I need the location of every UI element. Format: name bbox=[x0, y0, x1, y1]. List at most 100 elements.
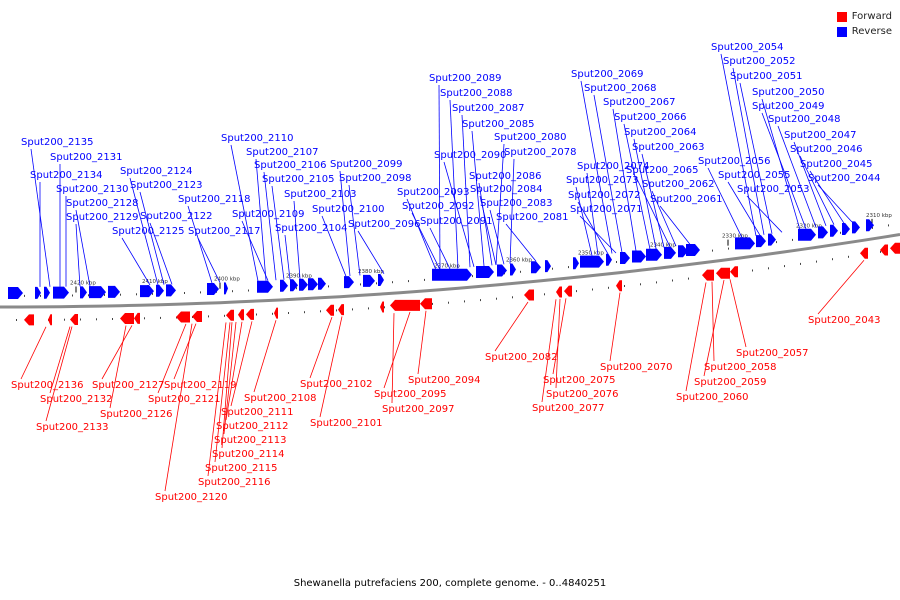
gene-label: Sput200_2096 bbox=[348, 219, 421, 230]
minor-tick-upper bbox=[472, 275, 473, 278]
minor-tick-lower bbox=[752, 269, 753, 272]
reverse-gene-arrow bbox=[678, 245, 688, 258]
gene-label: Sput200_2089 bbox=[429, 73, 502, 84]
forward-gene-arrow bbox=[730, 266, 738, 278]
forward-gene-arrow bbox=[326, 304, 334, 316]
minor-tick-lower bbox=[64, 318, 65, 321]
reverse-gene-arrow bbox=[798, 228, 816, 241]
gene-label: Sput200_2056 bbox=[698, 156, 771, 167]
reverse-gene-arrow bbox=[646, 248, 662, 261]
gene-label: Sput200_2061 bbox=[650, 194, 723, 205]
tick-label: 2420 kbp bbox=[70, 281, 96, 287]
forward-gene-arrow bbox=[524, 289, 534, 301]
gene-label: Sput200_2115 bbox=[205, 463, 278, 474]
gene-label: Sput200_2076 bbox=[546, 389, 619, 400]
gene-label: Sput200_2093 bbox=[397, 187, 470, 198]
gene-label: Sput200_2129 bbox=[66, 212, 139, 223]
gene-label: Sput200_2116 bbox=[198, 477, 271, 488]
tick-label: 2410 kbp bbox=[142, 279, 168, 285]
minor-tick-lower bbox=[832, 258, 833, 261]
leader-line bbox=[263, 171, 277, 281]
leader-line bbox=[214, 322, 231, 463]
leader-line bbox=[429, 227, 451, 270]
minor-tick-lower bbox=[272, 312, 273, 315]
reverse-gene-arrow bbox=[80, 286, 87, 299]
minor-tick-upper bbox=[712, 249, 713, 252]
minor-tick-upper bbox=[392, 281, 393, 284]
gene-label: Sput200_2111 bbox=[221, 407, 294, 418]
leader-line bbox=[75, 223, 81, 287]
reverse-gene-arrow bbox=[257, 280, 273, 293]
minor-tick-lower bbox=[96, 318, 97, 321]
minor-tick-upper bbox=[376, 282, 377, 285]
gene-label: Sput200_2059 bbox=[694, 377, 767, 388]
gene-label: Sput200_2091 bbox=[420, 216, 493, 227]
leader-line bbox=[241, 220, 269, 281]
gene-label: Sput200_2074 bbox=[577, 161, 650, 172]
reverse-gene-arrow bbox=[53, 286, 69, 299]
minor-tick-lower bbox=[576, 290, 577, 293]
minor-tick-lower bbox=[144, 317, 145, 320]
reverse-gene-arrow bbox=[818, 226, 828, 239]
gene-label: Sput200_2049 bbox=[752, 101, 825, 112]
legend-reverse-label: Reverse bbox=[851, 26, 892, 37]
forward-swatch bbox=[836, 11, 847, 22]
leader-line bbox=[761, 98, 801, 230]
leader-line bbox=[494, 301, 529, 352]
gene-label: Sput200_2069 bbox=[571, 69, 644, 80]
leader-line bbox=[623, 123, 651, 250]
gene-label: Sput200_2063 bbox=[632, 142, 705, 153]
forward-gene-arrow bbox=[390, 299, 420, 311]
forward-gene-arrow bbox=[48, 314, 52, 326]
forward-gene-arrow bbox=[120, 313, 134, 325]
tick-label: 2380 kbp bbox=[358, 269, 384, 275]
legend: Forward Reverse bbox=[836, 9, 892, 39]
leader-line bbox=[471, 130, 485, 267]
reverse-gene-arrow bbox=[224, 282, 228, 295]
minor-tick-lower bbox=[16, 319, 17, 321]
leader-line bbox=[271, 185, 285, 280]
leader-line bbox=[633, 138, 657, 249]
gene-label: Sput200_2070 bbox=[600, 362, 673, 373]
leader-line bbox=[489, 209, 505, 265]
minor-tick-lower bbox=[384, 306, 385, 309]
leader-line bbox=[417, 310, 427, 375]
reverse-gene-arrow bbox=[44, 286, 50, 299]
forward-gene-arrow bbox=[176, 311, 190, 323]
leader-line bbox=[635, 176, 671, 247]
forward-gene-arrow bbox=[338, 304, 344, 316]
gene-label: Sput200_2082 bbox=[485, 352, 558, 363]
minor-tick-lower bbox=[160, 316, 161, 319]
tick-label: 2390 kbp bbox=[286, 273, 312, 279]
leader-line bbox=[339, 170, 351, 277]
gene-label: Sput200_2066 bbox=[614, 112, 687, 123]
gene-label: Sput200_2057 bbox=[736, 348, 809, 359]
map-caption: Shewanella putrefaciens 200, complete ge… bbox=[293, 578, 607, 589]
minor-tick-lower bbox=[640, 283, 641, 286]
minor-tick-upper bbox=[520, 270, 521, 273]
leader-line bbox=[406, 198, 437, 271]
leader-line bbox=[685, 282, 707, 392]
leader-line bbox=[121, 237, 151, 286]
leader-line bbox=[45, 326, 73, 422]
leader-line bbox=[109, 325, 127, 409]
reverse-gene-arrow bbox=[573, 257, 579, 270]
gene-label: Sput200_2073 bbox=[566, 175, 639, 186]
forward-gene-arrow bbox=[246, 308, 254, 320]
forward-gene-arrow bbox=[192, 311, 202, 323]
label-leader-lines bbox=[20, 53, 865, 492]
leader-line bbox=[221, 322, 233, 449]
leader-line bbox=[777, 125, 817, 228]
minor-tick-lower bbox=[496, 297, 497, 300]
minor-tick-lower bbox=[784, 265, 785, 268]
minor-tick-lower bbox=[512, 296, 513, 299]
leader-line bbox=[284, 234, 291, 280]
leader-line bbox=[707, 167, 743, 238]
gene-label: Sput200_2098 bbox=[339, 173, 412, 184]
gene-label: Sput200_2103 bbox=[284, 189, 357, 200]
leader-line bbox=[223, 321, 237, 435]
minor-tick-upper bbox=[40, 294, 41, 297]
gene-label: Sput200_2105 bbox=[262, 174, 335, 185]
leader-line bbox=[391, 313, 395, 404]
